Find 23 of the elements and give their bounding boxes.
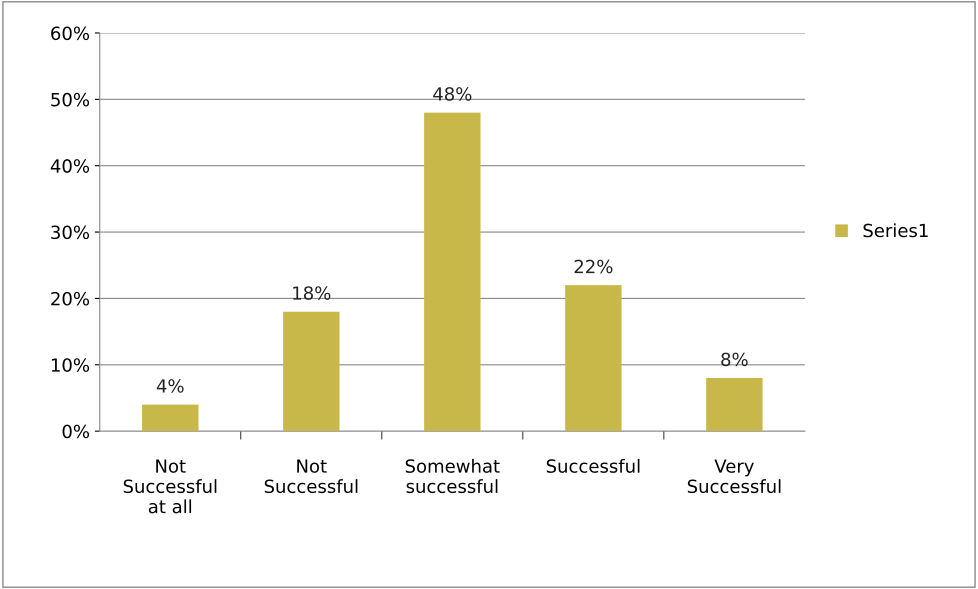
bar bbox=[565, 285, 622, 432]
x-tick-label: Not Successful at all bbox=[124, 459, 216, 514]
x-tick-label: Successful bbox=[546, 458, 640, 473]
x-tick-label: Not Successful bbox=[264, 459, 358, 494]
data-label: 8% bbox=[721, 352, 748, 366]
y-tick-label: 60% bbox=[51, 26, 90, 40]
x-tick-label: Somewhat successful bbox=[406, 458, 500, 494]
bar bbox=[283, 312, 340, 432]
bar bbox=[706, 378, 763, 432]
x-tick-label: Very Successful bbox=[688, 459, 780, 494]
bar bbox=[142, 404, 198, 432]
data-label: 22% bbox=[574, 260, 612, 274]
data-label: 18% bbox=[293, 286, 330, 300]
legend-label: Series1 bbox=[864, 223, 928, 238]
y-tick-label: 40% bbox=[50, 159, 90, 173]
y-tick-label: 30% bbox=[51, 226, 90, 240]
y-tick-label: 20% bbox=[51, 292, 90, 306]
data-label: 4% bbox=[156, 379, 184, 393]
data-label: 48% bbox=[433, 87, 472, 101]
y-tick-label: 10% bbox=[52, 358, 90, 372]
y-tick-label: 50% bbox=[51, 92, 90, 106]
y-tick-label: 0% bbox=[62, 424, 90, 438]
bar bbox=[424, 112, 481, 432]
